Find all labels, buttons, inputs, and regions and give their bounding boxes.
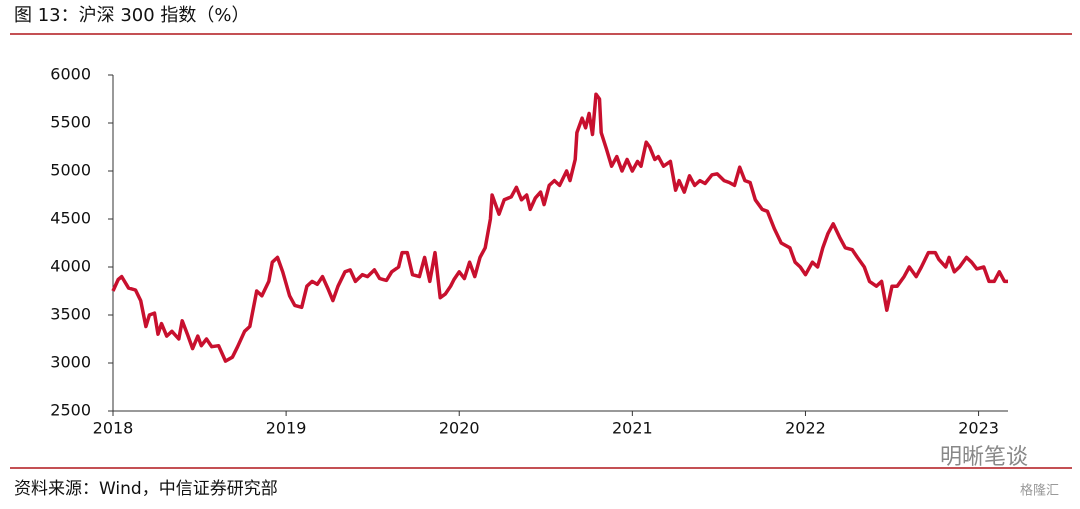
y-tick-label: 2500: [50, 401, 91, 420]
y-tick-label: 6000: [50, 65, 91, 84]
y-tick-label: 4500: [50, 209, 91, 228]
y-tick-label: 5500: [50, 113, 91, 132]
watermark-2: 格隆汇: [1020, 483, 1059, 499]
y-tick-label: 5000: [50, 161, 91, 180]
x-tick-label: 2018: [93, 419, 134, 438]
x-tick-label: 2019: [266, 419, 307, 438]
chart-title: 图 13：沪深 300 指数（%）: [14, 5, 250, 26]
line-series: [111, 92, 1008, 363]
y-tick-label: 3000: [50, 353, 91, 372]
watermark: 明晰笔谈: [940, 445, 1028, 470]
x-tick-label: 2020: [439, 419, 480, 438]
x-tick-label: 2023: [958, 419, 999, 438]
x-tick-label: 2022: [785, 419, 826, 438]
y-tick-label: 3500: [50, 305, 91, 324]
y-tick-label: 4000: [50, 257, 91, 276]
x-tick-label: 2021: [612, 419, 653, 438]
source-note: 资料来源：Wind，中信证券研究部: [14, 479, 278, 499]
